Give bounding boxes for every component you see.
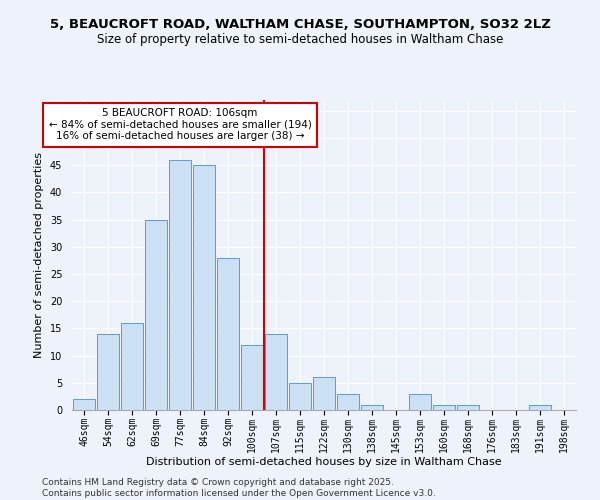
Text: 5 BEAUCROFT ROAD: 106sqm
← 84% of semi-detached houses are smaller (194)
16% of : 5 BEAUCROFT ROAD: 106sqm ← 84% of semi-d… [49,108,311,142]
Y-axis label: Number of semi-detached properties: Number of semi-detached properties [34,152,44,358]
Bar [121,323,143,410]
Bar [409,394,431,410]
Bar [193,166,215,410]
Bar [217,258,239,410]
Bar [169,160,191,410]
Bar [337,394,359,410]
Bar [361,404,383,410]
Bar [289,383,311,410]
Bar [265,334,287,410]
Bar [73,399,95,410]
Bar [241,344,263,410]
Bar [145,220,167,410]
X-axis label: Distribution of semi-detached houses by size in Waltham Chase: Distribution of semi-detached houses by … [146,457,502,467]
Bar [97,334,119,410]
Bar [433,404,455,410]
Bar [313,378,335,410]
Bar [457,404,479,410]
Text: 5, BEAUCROFT ROAD, WALTHAM CHASE, SOUTHAMPTON, SO32 2LZ: 5, BEAUCROFT ROAD, WALTHAM CHASE, SOUTHA… [50,18,550,30]
Text: Contains HM Land Registry data © Crown copyright and database right 2025.
Contai: Contains HM Land Registry data © Crown c… [42,478,436,498]
Bar [529,404,551,410]
Text: Size of property relative to semi-detached houses in Waltham Chase: Size of property relative to semi-detach… [97,32,503,46]
